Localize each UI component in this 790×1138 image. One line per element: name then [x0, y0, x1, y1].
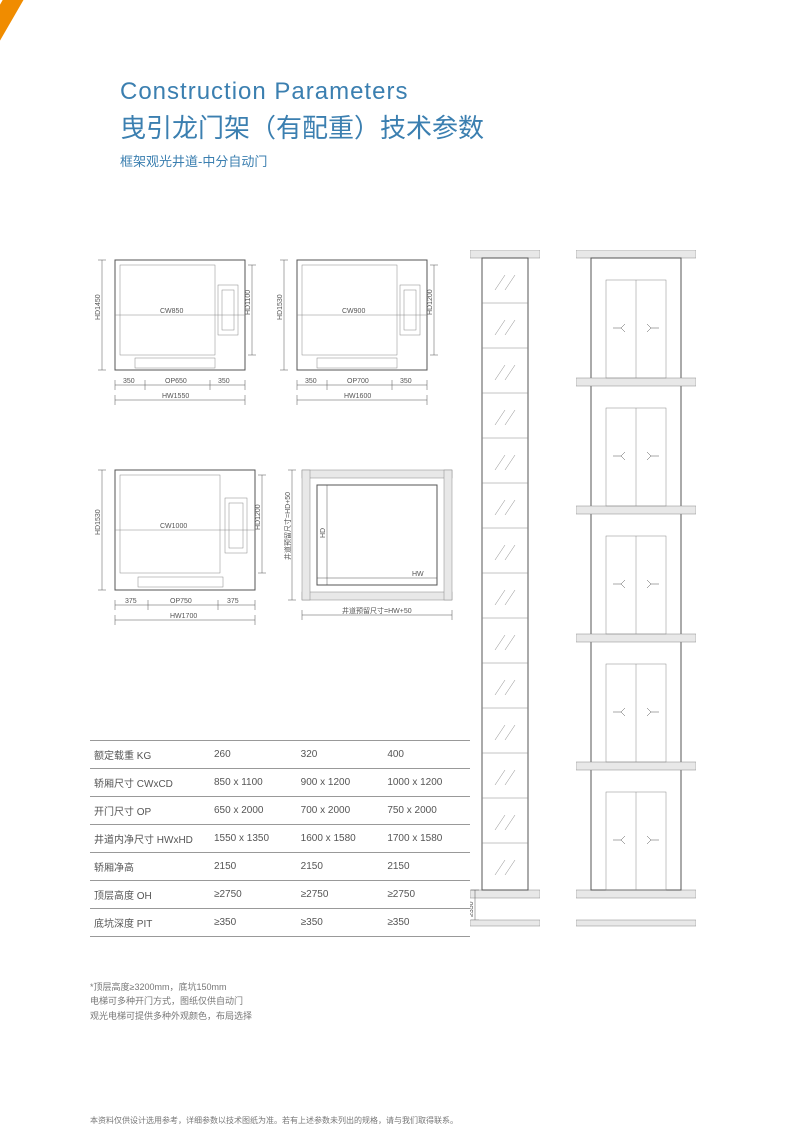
svg-text:HD1200: HD1200: [427, 289, 434, 315]
table-cell: 额定载重 KG: [90, 741, 210, 769]
svg-text:HD1450: HD1450: [95, 294, 102, 320]
plan-diagram-2: CW900 HD1530 HD1200 350 OP700 350: [272, 250, 442, 420]
table-cell: 轿厢尺寸 CWxCD: [90, 769, 210, 797]
plan-diagram-3: CW1000 HD1530 HD1200 375 OP750 375: [90, 460, 270, 640]
plan-diagram-1: CW850 HD1450 HD1100 350: [90, 250, 260, 420]
svg-text:HW1700: HW1700: [170, 613, 197, 620]
table-cell: 底坑深度 PIT: [90, 909, 210, 937]
plan-diagram-4: HD HW 井道预留尺寸=HD+50 井道预留尺寸=HW+50: [282, 460, 462, 640]
table-cell: 750 x 2000: [383, 797, 470, 825]
svg-text:HW1550: HW1550: [162, 393, 189, 400]
table-cell: ≥350: [383, 909, 470, 937]
svg-text:HD1100: HD1100: [245, 290, 252, 315]
table-cell: 开门尺寸 OP: [90, 797, 210, 825]
table-cell: 400: [383, 741, 470, 769]
table-row: 轿厢净高215021502150: [90, 853, 470, 881]
table-cell: 井道内净尺寸 HWxHD: [90, 825, 210, 853]
note-line-2: 电梯可多种开门方式，图纸仅供自动门: [90, 994, 252, 1008]
table-row: 开门尺寸 OP650 x 2000700 x 2000750 x 2000: [90, 797, 470, 825]
orange-accent-bar: [0, 0, 36, 247]
table-cell: ≥2750: [297, 881, 384, 909]
svg-text:HD1200: HD1200: [255, 504, 262, 530]
svg-text:HD: HD: [320, 528, 327, 538]
footer-note: 本资料仅供设计选用参考，详细参数以技术图纸为准。若有上述参数未列出的规格，请与我…: [90, 1115, 458, 1126]
table-cell: 1000 x 1200: [383, 769, 470, 797]
notes: *顶层高度≥3200mm，底坑150mm 电梯可多种开门方式，图纸仅供自动门 观…: [90, 980, 252, 1023]
svg-text:井道预留尺寸=HW+50: 井道预留尺寸=HW+50: [342, 606, 412, 615]
subtitle: 框架观光井道-中分自动门: [120, 151, 484, 170]
table-cell: 850 x 1100: [210, 769, 297, 797]
svg-text:350: 350: [305, 378, 317, 385]
table-cell: ≥350: [210, 909, 297, 937]
svg-text:HW1600: HW1600: [344, 393, 371, 400]
table-cell: 2150: [383, 853, 470, 881]
parameter-table: 额定载重 KG260320400轿厢尺寸 CWxCD850 x 1100900 …: [90, 740, 470, 937]
table-cell: 顶层高度 OH: [90, 881, 210, 909]
table-cell: 900 x 1200: [297, 769, 384, 797]
table-cell: 2150: [297, 853, 384, 881]
svg-text:OP650: OP650: [165, 378, 187, 385]
title-english: Construction Parameters: [120, 78, 484, 106]
table-cell: 650 x 2000: [210, 797, 297, 825]
door-group: [606, 280, 666, 890]
table-cell: 2150: [210, 853, 297, 881]
table-cell: 1550 x 1350: [210, 825, 297, 853]
table-cell: 轿厢净高: [90, 853, 210, 881]
svg-text:HD1530: HD1530: [277, 294, 284, 320]
svg-text:HD1530: HD1530: [95, 509, 102, 535]
table-row: 顶层高度 OH≥2750≥2750≥2750: [90, 881, 470, 909]
svg-text:HW: HW: [412, 571, 424, 578]
svg-text:CW900: CW900: [342, 308, 365, 315]
header: Construction Parameters 曳引龙门架（有配重）技术参数 框…: [120, 78, 484, 170]
note-line-3: 观光电梯可提供多种外观颜色，布局选择: [90, 1009, 252, 1023]
svg-text:375: 375: [227, 598, 239, 605]
svg-text:375: 375: [125, 598, 137, 605]
table-cell: 700 x 2000: [297, 797, 384, 825]
table-row: 额定载重 KG260320400: [90, 741, 470, 769]
svg-text:350: 350: [218, 378, 230, 385]
svg-text:≥350: ≥350: [470, 901, 475, 917]
svg-text:OP700: OP700: [347, 378, 369, 385]
table-cell: ≥2750: [383, 881, 470, 909]
svg-text:350: 350: [400, 378, 412, 385]
table-cell: ≥350: [297, 909, 384, 937]
svg-text:350: 350: [123, 378, 135, 385]
plan-diagrams: CW850 HD1450 HD1100 350: [90, 250, 450, 640]
note-line-1: *顶层高度≥3200mm，底坑150mm: [90, 980, 252, 994]
table-cell: 1700 x 1580: [383, 825, 470, 853]
table-cell: 260: [210, 741, 297, 769]
title-chinese: 曳引龙门架（有配重）技术参数: [120, 108, 484, 145]
table-cell: 320: [297, 741, 384, 769]
svg-text:CW1000: CW1000: [160, 523, 187, 530]
table-cell: 1600 x 1580: [297, 825, 384, 853]
table-cell: ≥2750: [210, 881, 297, 909]
table-row: 井道内净尺寸 HWxHD1550 x 13501600 x 15801700 x…: [90, 825, 470, 853]
table-row: 底坑深度 PIT≥350≥350≥350: [90, 909, 470, 937]
svg-text:OP750: OP750: [170, 598, 192, 605]
elevation-glass-shaft: ≥350: [470, 250, 540, 955]
svg-text:CW850: CW850: [160, 308, 183, 315]
elevation-door-side: [576, 250, 696, 955]
table-row: 轿厢尺寸 CWxCD850 x 1100900 x 12001000 x 120…: [90, 769, 470, 797]
svg-text:井道预留尺寸=HD+50: 井道预留尺寸=HD+50: [283, 492, 292, 560]
